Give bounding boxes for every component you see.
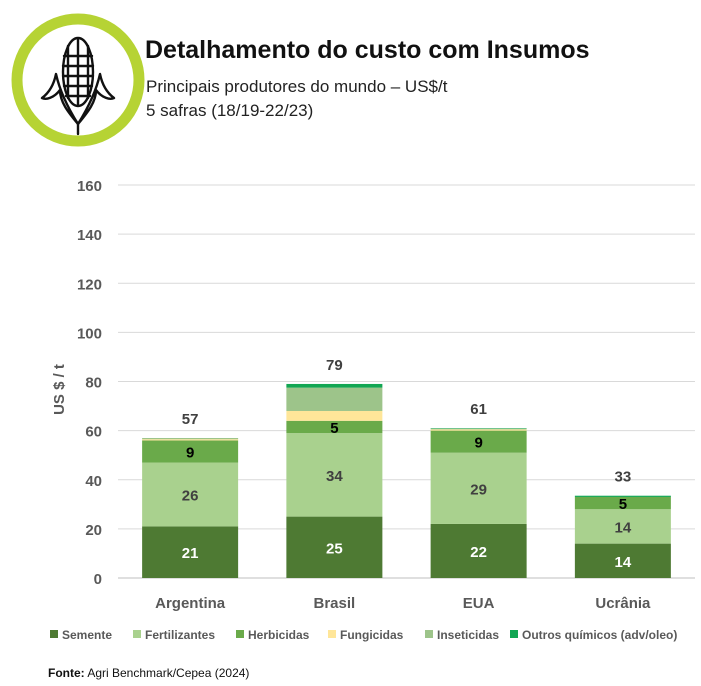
total-label: 57 — [182, 411, 199, 428]
bar-segment-fungicidas — [286, 410, 383, 421]
y-tick-label: 140 — [77, 227, 102, 244]
y-tick-label: 0 — [94, 571, 102, 588]
bar-segment-inseticidas — [142, 437, 239, 440]
x-tick-label: Ucrânia — [595, 595, 651, 612]
x-tick-label: Argentina — [155, 595, 226, 612]
data-label: 9 — [186, 445, 194, 462]
y-tick-label: 60 — [85, 424, 102, 441]
legend-label: Outros químicos (adv/oleo) — [522, 628, 677, 642]
data-label: 34 — [326, 468, 343, 485]
chart-subtitle-period: 5 safras (18/19-22/23) — [146, 101, 314, 120]
legend-swatch — [50, 630, 58, 638]
y-tick-label: 100 — [77, 325, 102, 342]
source-label: Fonte: — [48, 666, 85, 680]
legend-label: Fungicidas — [340, 628, 404, 642]
bar-segment-outros-qu-micos-adv-oleo — [574, 495, 671, 497]
x-tick-label: Brasil — [314, 595, 356, 612]
total-label: 61 — [470, 401, 487, 418]
y-tick-label: 160 — [77, 178, 102, 195]
total-label: 79 — [326, 357, 343, 374]
y-tick-label: 40 — [85, 473, 102, 490]
data-label: 25 — [326, 540, 343, 557]
legend-label: Herbicidas — [248, 628, 310, 642]
bar-segment-herbicidas — [574, 496, 671, 510]
bar-segment-semente — [286, 516, 383, 578]
y-axis-title: US $ / t — [51, 364, 68, 415]
bar-segment-herbicidas — [142, 440, 239, 463]
corn-logo — [11, 13, 145, 147]
data-label: 5 — [330, 420, 338, 437]
y-tick-label: 20 — [85, 522, 102, 539]
data-label: 29 — [470, 481, 487, 498]
bar-segment-semente — [430, 523, 527, 578]
corn-icon — [40, 36, 116, 136]
data-label: 14 — [615, 519, 632, 536]
bar-segment-fertilizantes — [142, 462, 239, 527]
chart-title: Detalhamento do custo com Insumos — [145, 36, 590, 64]
source-note: Fonte: Agri Benchmark/Cepea (2024) — [48, 666, 249, 680]
bar-segment-semente — [142, 526, 239, 578]
bar-segment-inseticidas — [430, 428, 527, 430]
data-label: 21 — [182, 545, 199, 562]
bar-segment-inseticidas — [286, 387, 383, 411]
data-label: 26 — [182, 487, 199, 504]
bar-segment-fertilizantes — [430, 452, 527, 524]
legend-label: Fertilizantes — [145, 628, 215, 642]
chart-subtitle: Principais produtores do mundo – US$/t — [146, 77, 448, 96]
bar-segment-herbicidas — [430, 430, 527, 453]
legend-swatch — [510, 630, 518, 638]
bar-segment-fungicidas — [142, 439, 239, 441]
bar-segment-fertilizantes — [286, 433, 383, 517]
data-label: 9 — [474, 435, 482, 452]
data-label: 22 — [470, 544, 487, 561]
legend-label: Semente — [62, 628, 112, 642]
legend-swatch — [236, 630, 244, 638]
data-label: 5 — [619, 496, 627, 513]
bar-segment-fungicidas — [430, 429, 527, 431]
bar-segment-semente — [574, 543, 671, 578]
y-tick-label: 120 — [77, 276, 102, 293]
source-text: Agri Benchmark/Cepea (2024) — [84, 666, 250, 680]
legend-swatch — [328, 630, 336, 638]
x-tick-label: EUA — [463, 595, 495, 612]
data-label: 14 — [615, 554, 632, 571]
y-tick-label: 80 — [85, 375, 102, 392]
total-label: 33 — [615, 469, 632, 486]
legend-swatch — [133, 630, 141, 638]
bar-segment-outros-qu-micos-adv-oleo — [286, 383, 383, 388]
bar-segment-herbicidas — [286, 420, 383, 434]
legend-label: Inseticidas — [437, 628, 499, 642]
legend-swatch — [425, 630, 433, 638]
bar-segment-fertilizantes — [574, 509, 671, 544]
